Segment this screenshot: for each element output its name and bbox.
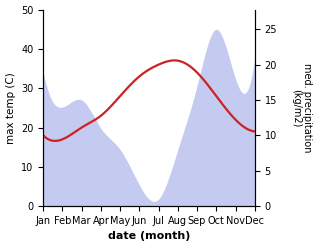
Y-axis label: med. precipitation
(kg/m2): med. precipitation (kg/m2) [291, 63, 313, 153]
Y-axis label: max temp (C): max temp (C) [5, 72, 16, 144]
X-axis label: date (month): date (month) [108, 231, 190, 242]
